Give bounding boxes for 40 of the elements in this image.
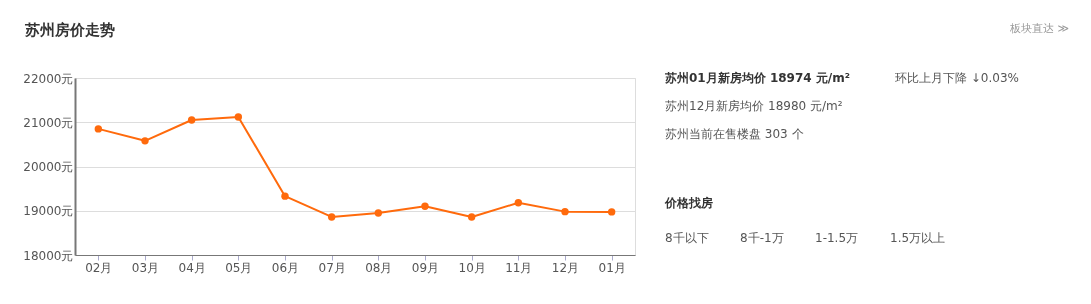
point [561,207,569,216]
y-tick-label: 21000元 [23,115,74,130]
x-tick-label: 07月 [318,260,346,275]
x-tick-label: 02月 [85,260,113,275]
x-tick-label: 08月 [365,260,393,275]
point [607,208,616,216]
text: 板块直达 ≫ [1009,22,1070,35]
point [187,116,196,124]
x-tick-label: 03月 [131,260,160,275]
text: 1.5万以上 [890,231,946,245]
x-tick-label: 10月 [458,260,486,275]
text: 苏州01月新房均价 18974 元/m² [664,71,850,85]
point [327,213,336,221]
text: 8千-1万 [740,231,784,245]
text: 环比上月下降 ↓0.03% [895,71,1019,85]
chart-title: 苏州房价走势 [24,21,115,39]
x-tick-label: 09月 [411,260,440,275]
x-tick-label: 04月 [178,260,206,275]
text: 8千以下 [665,231,709,245]
text: 苏州当前在售楼盘 303 个 [665,127,804,141]
text: 苏州12月新房均价 18980 元/m² [665,99,843,113]
point [374,209,383,217]
y-tick-label: 22000元 [23,71,74,86]
point [281,192,289,200]
y-tick-label: 20000元 [23,160,74,174]
text: 价格找房 [664,196,713,210]
point [94,125,103,133]
y-tick-label: 18000元 [23,248,74,263]
text: 1-1.5万 [815,231,859,245]
y-tick-label: 19000元 [23,204,74,219]
x-tick-label: 06月 [271,260,300,275]
x-tick-label: 11月 [505,260,533,275]
point [141,137,149,145]
point [467,213,476,221]
point [514,199,523,207]
point [421,202,429,211]
point [234,113,243,121]
x-tick-label: 01月 [598,260,626,275]
x-tick-label: 12月 [551,260,580,275]
x-tick-label: 05月 [225,260,253,275]
